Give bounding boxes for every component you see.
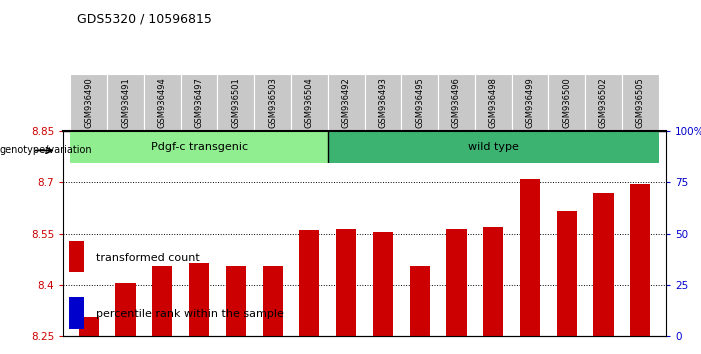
Point (304, 149, 315, 154)
Bar (69, 241, 84, 272)
Bar (483, 227, 503, 336)
Text: genotype/variation: genotype/variation (0, 145, 93, 155)
Bar (630, 184, 651, 336)
Bar (69, 297, 84, 329)
Point (230, 149, 241, 154)
Bar (409, 266, 430, 336)
Bar (217, 74, 254, 131)
Text: GSM936505: GSM936505 (636, 77, 645, 128)
Bar (107, 74, 144, 131)
Bar (373, 232, 393, 336)
Point (488, 149, 499, 154)
Text: GSM936496: GSM936496 (452, 77, 461, 128)
Point (341, 149, 352, 154)
Bar (299, 230, 320, 336)
Bar (520, 179, 540, 336)
Text: GSM936495: GSM936495 (415, 77, 424, 128)
Point (267, 149, 278, 154)
Point (524, 149, 536, 154)
Text: GSM936501: GSM936501 (231, 77, 240, 128)
Text: GSM936491: GSM936491 (121, 77, 130, 128)
Point (157, 149, 168, 154)
Point (377, 149, 388, 154)
Bar (262, 266, 283, 336)
Bar (328, 74, 365, 131)
Text: Pdgf-c transgenic: Pdgf-c transgenic (151, 142, 247, 152)
Text: GSM936498: GSM936498 (489, 77, 498, 128)
Bar (438, 74, 475, 131)
Text: GSM936497: GSM936497 (195, 77, 203, 128)
Bar (254, 74, 291, 131)
Text: GSM936492: GSM936492 (341, 77, 350, 128)
Bar (401, 74, 438, 131)
Text: transformed count: transformed count (97, 253, 200, 263)
Bar (512, 74, 548, 131)
Bar (79, 318, 99, 336)
Point (193, 149, 205, 154)
Bar (585, 74, 622, 131)
Bar (447, 229, 467, 336)
Point (120, 149, 131, 154)
Bar (622, 74, 659, 131)
Bar (328, 131, 659, 163)
Bar (144, 74, 181, 131)
Point (414, 149, 426, 154)
Text: GSM936490: GSM936490 (84, 77, 93, 128)
Bar (548, 74, 585, 131)
Text: wild type: wild type (468, 142, 519, 152)
Bar (181, 74, 217, 131)
Bar (70, 131, 328, 163)
Bar (189, 263, 209, 336)
Bar (291, 74, 328, 131)
Text: GSM936499: GSM936499 (526, 77, 534, 128)
Bar (593, 193, 613, 336)
Point (598, 149, 609, 154)
Bar (475, 74, 512, 131)
Text: GSM936503: GSM936503 (268, 77, 277, 128)
Text: GSM936500: GSM936500 (562, 77, 571, 128)
Point (634, 149, 646, 154)
Text: GSM936502: GSM936502 (599, 77, 608, 128)
Point (83, 149, 95, 154)
Text: GSM936494: GSM936494 (158, 77, 167, 128)
Bar (365, 74, 401, 131)
Bar (557, 211, 577, 336)
Text: percentile rank within the sample: percentile rank within the sample (97, 309, 285, 319)
Point (561, 149, 572, 154)
Text: GSM936493: GSM936493 (379, 77, 388, 128)
Bar (336, 229, 356, 336)
Bar (70, 74, 107, 131)
Bar (116, 283, 136, 336)
Point (451, 149, 462, 154)
Text: GSM936504: GSM936504 (305, 77, 314, 128)
Text: GDS5320 / 10596815: GDS5320 / 10596815 (77, 12, 212, 25)
Bar (226, 266, 246, 336)
Bar (152, 266, 172, 336)
